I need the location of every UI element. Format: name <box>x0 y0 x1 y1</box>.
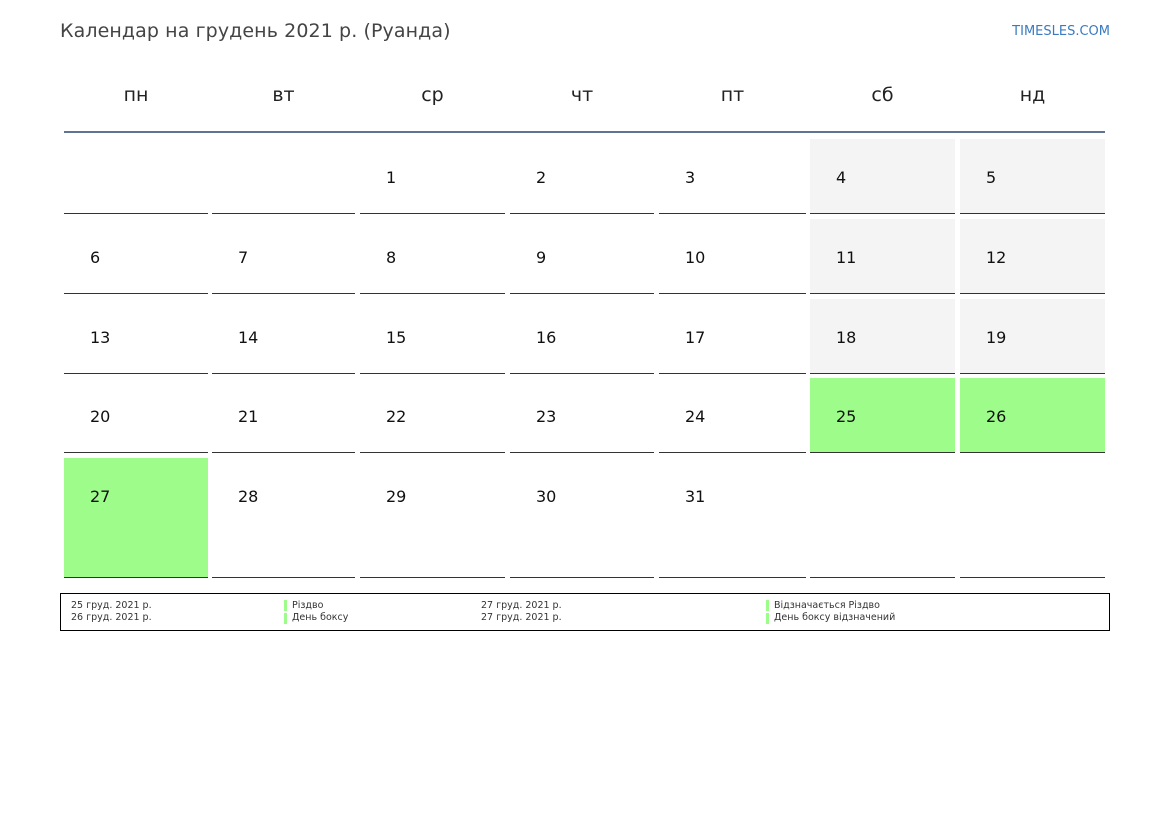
legend-date: 25 груд. 2021 р. <box>71 600 152 611</box>
day-cell[interactable]: 25 <box>810 378 955 453</box>
day-cell[interactable] <box>212 139 355 214</box>
legend-holiday-name: День боксу <box>292 612 349 623</box>
day-cell[interactable]: 22 <box>360 378 505 453</box>
weekday-header-row: пн вт ср чт пт сб нд <box>64 84 1105 114</box>
legend-date: 27 груд. 2021 р. <box>481 612 562 623</box>
day-number: 22 <box>386 407 407 426</box>
day-cell[interactable]: 23 <box>510 378 654 453</box>
day-cell[interactable]: 5 <box>960 139 1105 214</box>
day-cell[interactable]: 31 <box>659 458 806 578</box>
day-cell[interactable]: 10 <box>659 219 806 294</box>
day-number: 25 <box>836 407 857 426</box>
day-cell[interactable]: 30 <box>510 458 654 578</box>
day-cell[interactable]: 21 <box>212 378 355 453</box>
day-number: 20 <box>90 407 111 426</box>
weekday-label: ср <box>421 84 444 106</box>
day-number: 30 <box>536 487 557 506</box>
day-cell[interactable]: 12 <box>960 219 1105 294</box>
legend-color-marker <box>766 600 769 611</box>
day-cell[interactable]: 9 <box>510 219 654 294</box>
day-cell[interactable]: 8 <box>360 219 505 294</box>
day-cell[interactable]: 1 <box>360 139 505 214</box>
weekday-label: сб <box>871 84 894 106</box>
day-number: 10 <box>685 248 706 267</box>
day-number: 14 <box>238 328 259 347</box>
weekday-label: нд <box>1019 84 1046 106</box>
day-cell[interactable]: 11 <box>810 219 955 294</box>
legend-color-marker <box>284 613 287 624</box>
day-number: 8 <box>386 248 397 267</box>
day-number: 27 <box>90 487 111 506</box>
day-number: 23 <box>536 407 557 426</box>
day-cell[interactable]: 14 <box>212 299 355 374</box>
day-number: 3 <box>685 168 696 187</box>
day-number: 18 <box>836 328 857 347</box>
day-number: 1 <box>386 168 397 187</box>
day-number: 17 <box>685 328 706 347</box>
day-number: 9 <box>536 248 547 267</box>
day-number: 2 <box>536 168 547 187</box>
legend-holiday-name: День боксу відзначений <box>774 612 896 623</box>
day-cell[interactable]: 29 <box>360 458 505 578</box>
day-cell[interactable]: 24 <box>659 378 806 453</box>
day-cell[interactable]: 7 <box>212 219 355 294</box>
day-number: 12 <box>986 248 1007 267</box>
day-number: 4 <box>836 168 847 187</box>
day-cell[interactable]: 4 <box>810 139 955 214</box>
day-number: 11 <box>836 248 857 267</box>
day-number: 13 <box>90 328 111 347</box>
weekday-label: пт <box>720 84 745 106</box>
day-number: 24 <box>685 407 706 426</box>
day-cell[interactable]: 20 <box>64 378 208 453</box>
day-cell[interactable]: 27 <box>64 458 208 578</box>
weekday-label: пн <box>123 84 149 106</box>
header-divider <box>64 131 1105 133</box>
legend-color-marker <box>766 613 769 624</box>
day-number: 26 <box>986 407 1007 426</box>
legend-color-marker <box>284 600 287 611</box>
day-cell[interactable]: 6 <box>64 219 208 294</box>
legend-holiday-name: Різдво <box>292 600 324 611</box>
page-title: Календар на грудень 2021 р. (Руанда) <box>60 20 451 42</box>
day-cell[interactable]: 18 <box>810 299 955 374</box>
day-number: 5 <box>986 168 997 187</box>
legend-holiday-name: Відзначається Різдво <box>774 600 880 611</box>
day-cell[interactable]: 13 <box>64 299 208 374</box>
day-cell[interactable]: 15 <box>360 299 505 374</box>
day-cell[interactable] <box>64 139 208 214</box>
day-number: 31 <box>685 487 706 506</box>
legend-date: 27 груд. 2021 р. <box>481 600 562 611</box>
day-cell[interactable]: 19 <box>960 299 1105 374</box>
day-number: 21 <box>238 407 259 426</box>
day-cell[interactable]: 28 <box>212 458 355 578</box>
day-number: 16 <box>536 328 557 347</box>
weekday-label: чт <box>570 84 594 106</box>
holiday-legend: 25 груд. 2021 р. Різдво 27 груд. 2021 р.… <box>60 593 1110 631</box>
day-cell[interactable]: 3 <box>659 139 806 214</box>
day-cell[interactable]: 2 <box>510 139 654 214</box>
day-number: 7 <box>238 248 249 267</box>
day-number: 15 <box>386 328 407 347</box>
day-cell[interactable]: 26 <box>960 378 1105 453</box>
day-cell[interactable]: 16 <box>510 299 654 374</box>
day-number: 6 <box>90 248 101 267</box>
site-link[interactable]: TIMESLES.COM <box>1012 24 1110 39</box>
day-number: 19 <box>986 328 1007 347</box>
day-cell[interactable]: 17 <box>659 299 806 374</box>
day-number: 29 <box>386 487 407 506</box>
legend-date: 26 груд. 2021 р. <box>71 612 152 623</box>
day-cell[interactable] <box>960 458 1105 578</box>
day-number: 28 <box>238 487 259 506</box>
weekday-label: вт <box>272 84 295 106</box>
day-cell[interactable] <box>810 458 955 578</box>
